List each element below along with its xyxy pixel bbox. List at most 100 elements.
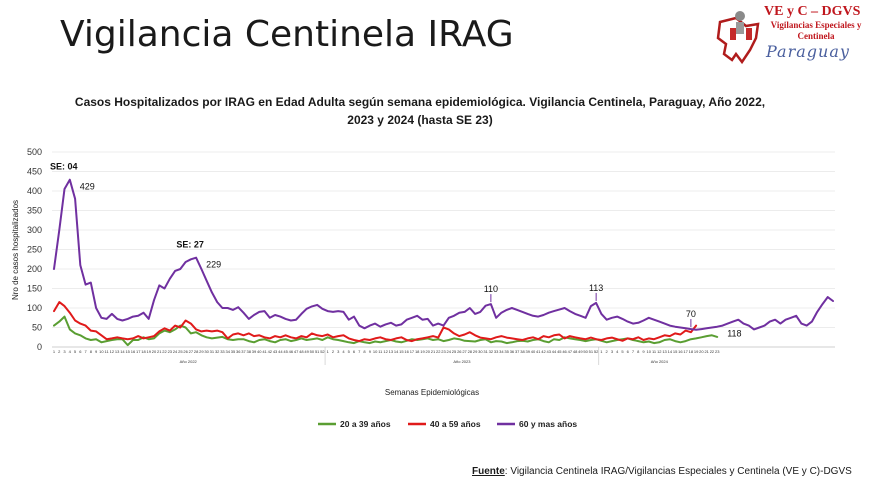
x-tick-label: 20 [425, 349, 430, 354]
x-tick-label: 52 [594, 349, 599, 354]
legend-label: 60 y mas años [519, 419, 577, 429]
x-tick-label: 17 [136, 349, 141, 354]
x-tick-label: 34 [499, 349, 504, 354]
x-tick-label: 34 [225, 349, 230, 354]
x-tick-label: 31 [483, 349, 488, 354]
x-tick-label: 7 [632, 349, 635, 354]
x-tick-label: 18 [141, 349, 146, 354]
x-tick-label: 37 [515, 349, 520, 354]
x-tick-label: 41 [262, 349, 267, 354]
x-tick-label: 1 [327, 349, 330, 354]
x-tick-label: 26 [183, 349, 188, 354]
x-tick-label: 8 [637, 349, 640, 354]
x-tick-label: 12 [657, 349, 662, 354]
x-tick-label: 15 [399, 349, 404, 354]
x-tick-label: 49 [578, 349, 583, 354]
annotation-label: 70 [686, 309, 696, 319]
x-tick-label: 50 [310, 349, 315, 354]
x-tick-label: 23 [715, 349, 720, 354]
x-tick-label: 2 [606, 349, 609, 354]
x-tick-label: 16 [131, 349, 136, 354]
x-tick-label: 28 [468, 349, 473, 354]
x-tick-label: 48 [299, 349, 304, 354]
year-label: Año 2024 [651, 359, 669, 364]
x-tick-label: 10 [373, 349, 378, 354]
series-line [53, 315, 719, 347]
x-tick-label: 24 [173, 349, 178, 354]
annotation-label: 229 [206, 260, 221, 270]
series-line [53, 178, 834, 331]
x-tick-label: 30 [204, 349, 209, 354]
x-tick-label: 4 [616, 349, 619, 354]
x-tick-label: 39 [252, 349, 257, 354]
x-tick-label: 39 [525, 349, 530, 354]
x-tick-label: 25 [178, 349, 183, 354]
x-tick-label: 18 [415, 349, 420, 354]
x-tick-label: 29 [199, 349, 204, 354]
logo-emblem [716, 11, 760, 65]
legend-label: 40 a 59 años [430, 419, 481, 429]
x-tick-label: 23 [441, 349, 446, 354]
x-tick-label: 25 [452, 349, 457, 354]
x-tick-label: 47 [294, 349, 299, 354]
x-tick-label: 21 [704, 349, 709, 354]
x-tick-label: 45 [283, 349, 288, 354]
footer-text: : Vigilancia Centinela IRAG/Vigilancias … [504, 466, 852, 477]
x-tick-label: 30 [478, 349, 483, 354]
x-tick-label: 22 [710, 349, 715, 354]
gridlines [52, 151, 835, 328]
x-tick-label: 7 [358, 349, 361, 354]
x-tick-label: 3 [611, 349, 614, 354]
x-tick-label: 46 [562, 349, 567, 354]
x-tick-label: 1 [53, 349, 56, 354]
x-tick-label: 31 [210, 349, 215, 354]
y-tick-label: 400 [27, 186, 42, 196]
x-tick-label: 18 [689, 349, 694, 354]
x-tick-label: 3 [63, 349, 66, 354]
annotation-label: SE: 27 [176, 240, 204, 250]
y-axis-ticks: 0 50 100 150 200 250 300 350 400 450 500 [27, 147, 42, 352]
x-tick-label: 51 [589, 349, 594, 354]
x-tick-label: 4 [69, 349, 72, 354]
x-tick-label: 10 [99, 349, 104, 354]
y-tick-label: 450 [27, 167, 42, 177]
x-tick-label: 6 [79, 349, 82, 354]
y-axis-label: Nro de casos hospitalizados [11, 200, 20, 300]
x-tick-label: 46 [289, 349, 294, 354]
x-tick-label: 19 [694, 349, 699, 354]
y-tick-label: 100 [27, 303, 42, 313]
x-tick-label: 36 [510, 349, 515, 354]
person-icon [735, 11, 745, 21]
x-tick-label: 37 [241, 349, 246, 354]
x-tick-label: 27 [189, 349, 194, 354]
x-tick-label: 5 [621, 349, 624, 354]
x-tick-label: 33 [220, 349, 225, 354]
x-tick-label: 33 [494, 349, 499, 354]
x-tick-label: 49 [304, 349, 309, 354]
x-tick-label: 44 [552, 349, 557, 354]
x-tick-label: 42 [268, 349, 273, 354]
x-tick-label: 35 [231, 349, 236, 354]
x-tick-label: 19 [420, 349, 425, 354]
x-tick-label: 8 [363, 349, 366, 354]
paraguay-map-outline-icon [716, 16, 760, 65]
x-tick-label: 28 [194, 349, 199, 354]
x-tick-label: 32 [489, 349, 494, 354]
annotation-label: SE: 04 [50, 162, 78, 172]
x-tick-label: 41 [536, 349, 541, 354]
x-tick-label: 22 [436, 349, 441, 354]
chart-title: Casos Hospitalizados por IRAG en Edad Ad… [74, 95, 766, 127]
x-tick-label: 12 [383, 349, 388, 354]
slide-title: Vigilancia Centinela IRAG [60, 14, 514, 55]
logo-line1: VE y C – DGVS [764, 4, 861, 19]
x-tick-label: 44 [278, 349, 283, 354]
logo-line2: Vigilancias Especiales y Centinela [770, 20, 862, 41]
x-tick-label: 13 [389, 349, 394, 354]
x-tick-label: 17 [410, 349, 415, 354]
year-label: Año 2023 [453, 359, 471, 364]
x-tick-label: 4 [342, 349, 345, 354]
series-lines [53, 178, 834, 347]
x-tick-label: 9 [642, 349, 645, 354]
